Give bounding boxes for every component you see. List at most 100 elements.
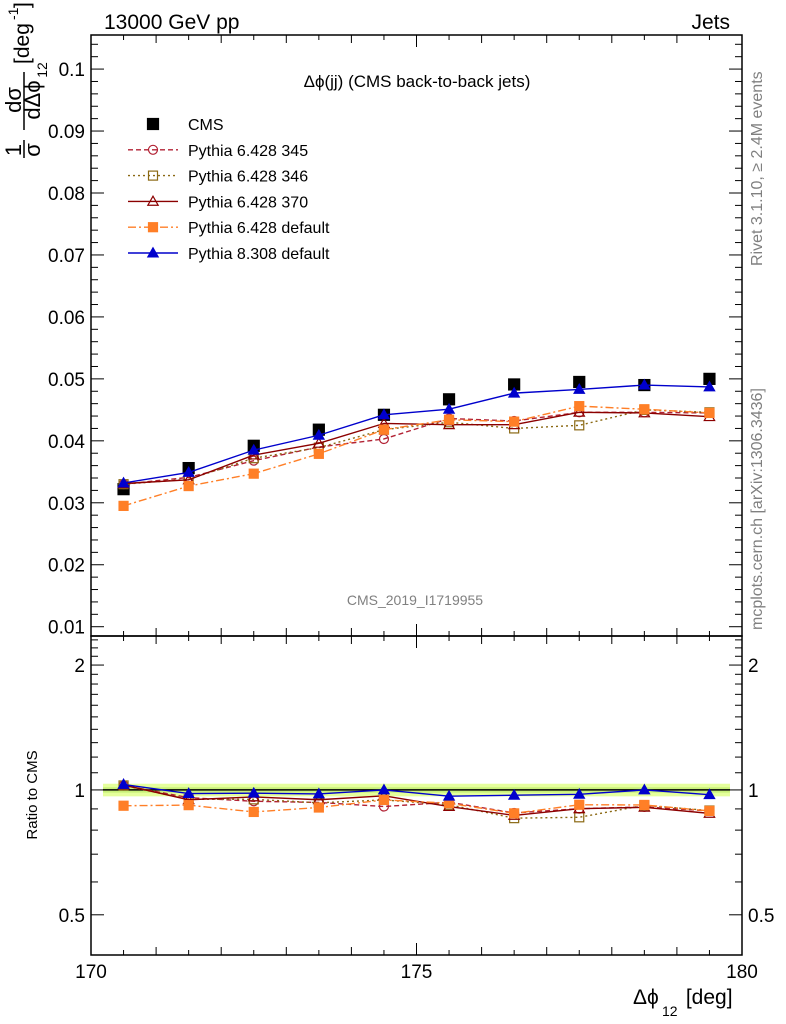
analysis-watermark: CMS_2019_I1719955 bbox=[347, 592, 483, 608]
series-p345 bbox=[118, 407, 715, 490]
ratio-point-p8def bbox=[507, 788, 521, 800]
ylabel-ddphi: dΔϕ bbox=[20, 80, 45, 119]
ratio-series-p8def bbox=[117, 778, 716, 801]
point-p6def bbox=[248, 468, 259, 479]
ratio-point-p6def bbox=[118, 800, 129, 811]
point-p8def bbox=[247, 443, 260, 455]
legend-label-CMS: CMS bbox=[188, 117, 224, 134]
ratio-line-p6def bbox=[123, 799, 710, 815]
xlabel-sub: 12 bbox=[662, 1003, 678, 1019]
ratio-plot: 0.5 0.5 1 1 2 2 170 175 180 bbox=[59, 635, 774, 983]
point-p370 bbox=[573, 405, 586, 417]
ratio-point-p6def bbox=[378, 794, 390, 806]
legend: CMS Pythia 6.428 345 Pythia 6.428 346 Pythi… bbox=[128, 117, 330, 263]
main-ytick-label: 0.1 bbox=[59, 60, 85, 81]
ratio-point-p6def bbox=[574, 799, 585, 810]
header-right: Jets bbox=[691, 11, 730, 34]
ratio-point-p6def bbox=[183, 800, 194, 811]
legend-entry-p370: Pythia 6.428 370 bbox=[128, 194, 308, 211]
main-y-axis-label: 1 σ dσ dΔϕ 12 [deg -1 ] bbox=[1, 2, 50, 158]
legend-label-p370: Pythia 6.428 370 bbox=[188, 194, 308, 211]
point-p6def bbox=[118, 500, 129, 511]
ratio-point-p6def bbox=[248, 806, 259, 818]
series-line-p345 bbox=[123, 411, 710, 485]
point-p8def bbox=[638, 378, 651, 390]
rivet-version-text: Rivet 3.1.10, ≥ 2.4M events bbox=[749, 71, 766, 266]
xlabel-unit: [deg] bbox=[680, 986, 733, 1009]
ratio-line-p346 bbox=[123, 784, 710, 819]
point-p346 bbox=[574, 420, 585, 431]
main-ytick-label: 0.02 bbox=[48, 556, 85, 577]
series-line-p346 bbox=[123, 409, 710, 485]
ratio-point-p8def bbox=[182, 787, 195, 799]
series-p370 bbox=[117, 405, 716, 489]
xtick-label: 170 bbox=[75, 962, 107, 983]
ratio-line-p8def bbox=[123, 783, 710, 797]
mcplots-reference-text: mcplots.cern.ch [arXiv:1306.3436] bbox=[749, 388, 766, 630]
ratio-ytick-label-right: 0.5 bbox=[748, 906, 774, 927]
point-p8def bbox=[573, 383, 586, 394]
plot-title: Δϕ(jj) (CMS back-to-back jets) bbox=[304, 72, 531, 91]
ratio-point-p8def bbox=[638, 783, 651, 795]
main-ytick-label: 0.01 bbox=[48, 618, 85, 639]
xlabel-main: Δϕ bbox=[633, 986, 659, 1009]
ratio-y-axis-label: Ratio to CMS bbox=[24, 750, 41, 839]
point-p6def bbox=[704, 407, 715, 419]
point-p8def bbox=[117, 476, 130, 488]
legend-label-p8def: Pythia 8.308 default bbox=[188, 246, 330, 263]
legend-label-p345: Pythia 6.428 345 bbox=[188, 143, 308, 160]
series-CMS bbox=[117, 372, 716, 496]
ylabel-unit-close: ] bbox=[11, 2, 34, 8]
ratio-series-p6def bbox=[118, 794, 715, 819]
ratio-point-p8def bbox=[573, 787, 586, 799]
point-p6def bbox=[443, 414, 455, 425]
point-p8def bbox=[377, 408, 391, 420]
legend-entry-p346: Pythia 6.428 346 bbox=[128, 169, 308, 186]
ratio-point-p8def bbox=[377, 783, 391, 795]
ratio-point-p6def bbox=[313, 802, 324, 813]
point-p8def bbox=[507, 386, 521, 398]
point-p6def bbox=[574, 401, 585, 412]
point-p6def bbox=[378, 424, 390, 435]
ratio-point-p6def bbox=[639, 799, 650, 811]
ratio-point-p8def bbox=[703, 788, 716, 800]
ratio-ytick-label: 2 bbox=[74, 656, 85, 677]
ratio-point-p6def bbox=[704, 805, 715, 817]
point-p6def bbox=[639, 404, 650, 415]
series-line-p6def bbox=[123, 405, 710, 507]
point-p6def bbox=[313, 448, 324, 459]
ratio-point-p6def bbox=[509, 808, 520, 819]
xtick-label: 175 bbox=[401, 962, 433, 983]
legend-entry-p8def: Pythia 8.308 default bbox=[128, 246, 330, 263]
legend-entry-p345: Pythia 6.428 345 bbox=[128, 143, 308, 160]
ylabel-one: 1 bbox=[1, 144, 26, 156]
series-p346 bbox=[118, 404, 715, 490]
main-ytick-label: 0.04 bbox=[48, 432, 85, 453]
main-ytick-label: 0.07 bbox=[48, 246, 85, 267]
point-p6def bbox=[509, 416, 520, 427]
x-axis-label: Δϕ 12 [deg] bbox=[633, 986, 733, 1019]
ratio-ytick-label-right: 2 bbox=[748, 656, 759, 677]
point-p8def bbox=[312, 428, 326, 440]
legend-marker-p6def bbox=[147, 222, 159, 233]
main-ytick-label: 0.03 bbox=[48, 494, 85, 515]
legend-marker-CMS bbox=[146, 117, 160, 131]
series-line-p370 bbox=[123, 411, 710, 485]
legend-entry-p6def: Pythia 6.428 default bbox=[128, 220, 330, 237]
ratio-point-p8def bbox=[442, 789, 456, 801]
point-p370 bbox=[312, 436, 326, 448]
legend-marker-p346 bbox=[147, 170, 159, 181]
legend-marker-p345 bbox=[147, 144, 159, 155]
ylabel-sigma: σ bbox=[20, 143, 45, 157]
legend-marker-p8def bbox=[146, 246, 160, 258]
ylabel-sub: 12 bbox=[34, 62, 50, 78]
legend-label-p6def: Pythia 6.428 default bbox=[188, 220, 330, 237]
main-ytick-label: 0.06 bbox=[48, 308, 85, 329]
ylabel-unit-sup: -1 bbox=[5, 7, 21, 20]
ylabel-unit: [deg bbox=[11, 23, 34, 64]
point-p8def bbox=[182, 466, 195, 477]
ratio-point-p8def bbox=[312, 787, 326, 799]
ratio-ytick-label: 0.5 bbox=[59, 906, 85, 927]
legend-entry-CMS: CMS bbox=[146, 117, 224, 134]
